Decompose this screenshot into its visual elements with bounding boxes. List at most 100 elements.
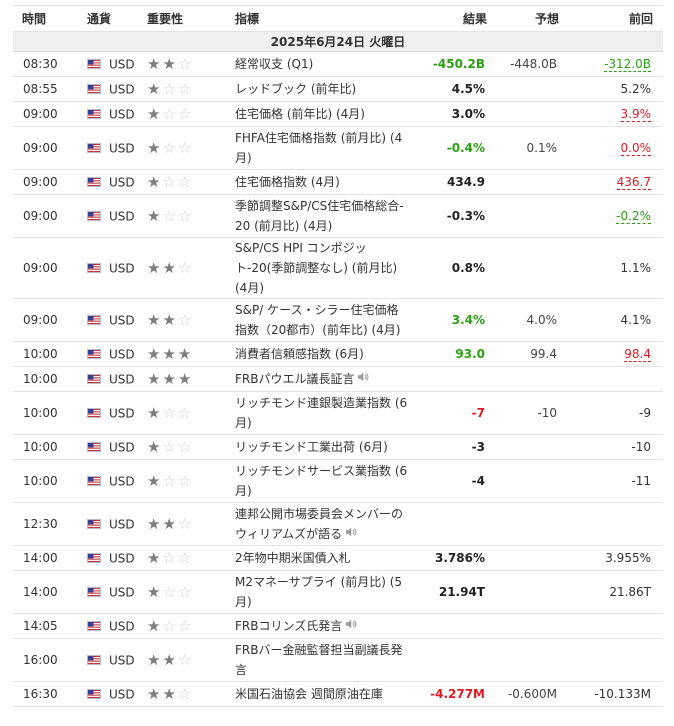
table-row[interactable]: 09:00 USD ★ ☆ ☆ 住宅価格指数 (4月) 434.9 436.7	[13, 169, 663, 195]
header-event[interactable]: 指標	[231, 5, 413, 32]
table-row[interactable]: 08:30 USD ★ ★ ☆ 経常収支 (Q1) -450.2B -448.0B -312.0…	[13, 51, 663, 77]
event-cell[interactable]: 経常収支 (Q1)	[231, 51, 413, 77]
event-name[interactable]: S&P/ ケース・シラー住宅価格指数（20都市）(前年比) (4月)	[235, 303, 401, 337]
header-forecast[interactable]: 予想	[497, 5, 569, 32]
table-row[interactable]: 10:00 USD ★ ★ ★ 消費者信頼感指数 (6月) 93.0 99.4 98.4	[13, 341, 663, 367]
us-flag-icon	[87, 553, 101, 564]
event-time: 09:00	[13, 194, 79, 238]
table-row[interactable]: 12:30 USD ★ ★ ☆ 連邦公開市場委員会メンバーのウィリアムズが語る	[13, 502, 663, 546]
star-empty-icon: ☆	[177, 650, 192, 669]
event-cell[interactable]: FHFA住宅価格指数 (前月比) (4月)	[231, 126, 413, 170]
event-cell[interactable]: FRBバー金融監督担当副議長発言	[231, 638, 413, 682]
header-importance[interactable]: 重要性	[145, 5, 231, 32]
table-row[interactable]: 10:00 USD ★ ☆ ☆ リッチモンド工業出荷 (6月) -3 -10	[13, 434, 663, 460]
previous-value: -11	[569, 459, 663, 503]
currency-code: USD	[109, 551, 135, 566]
event-name[interactable]: 連邦公開市場委員会メンバーのウィリアムズが語る	[235, 506, 404, 541]
importance-stars: ★ ★ ★	[145, 341, 231, 367]
table-row[interactable]: 10:00 USD ★ ☆ ☆ リッチモンドサービス業指数 (6月) -4 -11	[13, 459, 663, 503]
event-name[interactable]: リッチモンド連銀製造業指数 (6月)	[235, 396, 408, 430]
event-cell[interactable]: FRBコリンズ氏発言	[231, 613, 413, 639]
event-cell[interactable]: リッチモンド工業出荷 (6月)	[231, 434, 413, 460]
table-row[interactable]: 16:00 USD ★ ★ ☆ FRBバー金融監督担当副議長発言	[13, 638, 663, 682]
header-currency[interactable]: 通貨	[79, 5, 145, 32]
table-row[interactable]: 16:30 USD ★ ★ ☆ 米国石油協会 週間原油在庫 -4.277M -0.600M -1…	[13, 681, 663, 707]
forecast-value	[497, 502, 569, 546]
event-cell[interactable]: 2年物中期米国債入札	[231, 545, 413, 571]
event-cell[interactable]: S&P/CS HPI コンポジット-20(季節調整なし) (前月比) (4月)	[231, 237, 413, 299]
event-cell[interactable]: M2マネーサプライ (前月比) (5月)	[231, 570, 413, 614]
currency-cell: USD	[79, 298, 145, 342]
event-name[interactable]: レッドブック (前年比)	[235, 82, 357, 96]
us-flag-icon	[87, 177, 101, 188]
currency-code: USD	[109, 585, 135, 600]
event-cell[interactable]: リッチモンド連銀製造業指数 (6月)	[231, 391, 413, 435]
importance-stars: ★ ☆ ☆	[145, 76, 231, 102]
table-row[interactable]: 14:00 USD ★ ☆ ☆ M2マネーサプライ (前月比) (5月) 21.94T 21.…	[13, 570, 663, 614]
table-row[interactable]: 09:00 USD ★ ★ ☆ S&P/CS HPI コンポジット-20(季節調整なし) …	[13, 237, 663, 299]
event-cell[interactable]: 住宅価格指数 (4月)	[231, 169, 413, 195]
event-name[interactable]: 住宅価格指数 (4月)	[235, 175, 340, 189]
star-filled-icon: ★	[162, 684, 176, 703]
star-filled-icon: ★	[147, 79, 161, 98]
event-name[interactable]: リッチモンド工業出荷 (6月)	[235, 440, 388, 454]
event-name[interactable]: 2年物中期米国債入札	[235, 551, 351, 565]
event-name[interactable]: S&P/CS HPI コンポジット-20(季節調整なし) (前月比) (4月)	[235, 241, 398, 295]
currency-code: USD	[109, 141, 135, 156]
table-row[interactable]: 14:00 USD ★ ☆ ☆ 2年物中期米国債入札 3.786% 3.955%	[13, 545, 663, 571]
event-name[interactable]: FRBバー金融監督担当副議長発言	[235, 643, 403, 677]
event-time: 10:00	[13, 434, 79, 460]
event-time: 16:00	[13, 638, 79, 682]
star-empty-icon: ☆	[162, 582, 176, 601]
event-cell[interactable]: S&P/ ケース・シラー住宅価格指数（20都市）(前年比) (4月)	[231, 298, 413, 342]
currency-cell: USD	[79, 570, 145, 614]
event-name[interactable]: 住宅価格 (前年比) (4月)	[235, 107, 365, 121]
table-row[interactable]: 09:00 USD ★ ☆ ☆ FHFA住宅価格指数 (前月比) (4月) -0.4% 0.1…	[13, 126, 663, 170]
header-actual[interactable]: 結果	[413, 5, 497, 32]
forecast-value	[497, 101, 569, 127]
table-row[interactable]: 09:00 USD ★ ☆ ☆ 季節調整S&P/CS住宅価格総合‐20 (前月比) (4月…	[13, 194, 663, 238]
event-name[interactable]: FHFA住宅価格指数 (前月比) (4月)	[235, 131, 403, 165]
event-cell[interactable]: 連邦公開市場委員会メンバーのウィリアムズが語る	[231, 502, 413, 546]
event-cell[interactable]: レッドブック (前年比)	[231, 76, 413, 102]
event-name[interactable]: 米国石油協会 週間原油在庫	[235, 687, 383, 701]
table-row[interactable]: 10:00 USD ★ ★ ★ FRBパウエル議長証言	[13, 366, 663, 392]
event-cell[interactable]: 米国石油協会 週間原油在庫	[231, 681, 413, 707]
header-previous[interactable]: 前回	[569, 5, 663, 32]
table-row[interactable]: 10:00 USD ★ ☆ ☆ リッチモンド連銀製造業指数 (6月) -7 -10 -9	[13, 391, 663, 435]
star-filled-icon: ★	[147, 310, 161, 329]
us-flag-icon	[87, 374, 101, 385]
event-name[interactable]: M2マネーサプライ (前月比) (5月)	[235, 575, 403, 609]
event-name[interactable]: 経常収支 (Q1)	[235, 57, 314, 71]
table-row[interactable]: 14:05 USD ★ ☆ ☆ FRBコリンズ氏発言	[13, 613, 663, 639]
previous-value-text: 21.86T	[609, 585, 651, 599]
table-row[interactable]: 09:00 USD ★ ★ ☆ S&P/ ケース・シラー住宅価格指数（20都市）(前年比)…	[13, 298, 663, 342]
table-row[interactable]: 09:00 USD ★ ☆ ☆ 住宅価格 (前年比) (4月) 3.0% 3.9%	[13, 101, 663, 127]
event-time: 09:00	[13, 126, 79, 170]
event-name[interactable]: FRBパウエル議長証言	[235, 371, 355, 386]
previous-value-text: -0.2%	[616, 209, 651, 224]
event-name[interactable]: FRBコリンズ氏発言	[235, 618, 343, 633]
event-cell[interactable]: 消費者信頼感指数 (6月)	[231, 341, 413, 367]
previous-value: -10	[569, 434, 663, 460]
event-name[interactable]: 季節調整S&P/CS住宅価格総合‐20 (前月比) (4月)	[235, 199, 404, 233]
event-cell[interactable]: 季節調整S&P/CS住宅価格総合‐20 (前月比) (4月)	[231, 194, 413, 238]
event-name[interactable]: 消費者信頼感指数 (6月)	[235, 347, 364, 361]
us-flag-icon	[87, 59, 101, 70]
previous-value-text: 5.2%	[620, 82, 652, 96]
event-cell[interactable]: 住宅価格 (前年比) (4月)	[231, 101, 413, 127]
previous-value-text: -10	[631, 440, 651, 454]
event-name[interactable]: リッチモンドサービス業指数 (6月)	[235, 464, 408, 498]
event-cell[interactable]: リッチモンドサービス業指数 (6月)	[231, 459, 413, 503]
us-flag-icon	[87, 109, 101, 120]
table-row[interactable]: 08:55 USD ★ ☆ ☆ レッドブック (前年比) 4.5% 5.2%	[13, 76, 663, 102]
star-filled-icon: ★	[162, 514, 176, 533]
header-time[interactable]: 時間	[13, 5, 79, 32]
forecast-value	[497, 237, 569, 299]
star-filled-icon: ★	[147, 172, 161, 191]
us-flag-icon	[87, 211, 101, 222]
us-flag-icon	[87, 263, 101, 274]
event-cell[interactable]: FRBパウエル議長証言	[231, 366, 413, 392]
currency-code: USD	[109, 372, 135, 387]
currency-cell: USD	[79, 366, 145, 392]
